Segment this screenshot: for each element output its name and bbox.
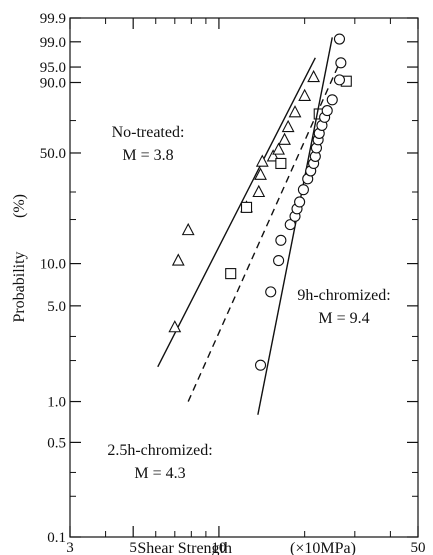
y-axis-unit: (%)	[11, 194, 28, 218]
annotation-chromized-2-5h-label: 2.5h-chromized:	[107, 442, 212, 459]
y-tick-label: 90.0	[40, 76, 66, 92]
triangle-point	[281, 119, 295, 133]
y-tick-label: 5.0	[47, 299, 66, 315]
triangle-point	[255, 154, 269, 167]
y-tick-label: 0.5	[47, 435, 66, 451]
triangle-point	[254, 167, 267, 180]
x-axis-unit: (×10MPa)	[290, 540, 356, 555]
x-tick-label: 50	[411, 540, 426, 555]
circle-point	[333, 74, 346, 86]
y-tick-label: 1.0	[47, 395, 66, 411]
triangle-point	[278, 132, 291, 145]
circle-point	[254, 359, 267, 371]
annotation-chromized-9h-modulus: M = 9.4	[318, 310, 369, 327]
circle-point	[275, 234, 287, 246]
y-tick-label: 0.1	[47, 530, 66, 546]
triangle-point	[168, 320, 182, 333]
circle-point	[326, 94, 338, 106]
y-tick-label: 95.0	[40, 60, 66, 76]
triangle-point	[181, 222, 195, 236]
annotation-chromized-2-5h-modulus: M = 4.3	[134, 465, 185, 482]
triangle-point	[307, 69, 321, 83]
y-tick-label: 99.9	[40, 11, 66, 27]
annotation-chromized-9h-label: 9h-chromized:	[297, 287, 390, 304]
annotation-no-treated-label: No-treated:	[112, 124, 185, 141]
circle-point	[321, 105, 333, 117]
triangle-point	[272, 142, 286, 155]
triangle-point	[298, 88, 312, 101]
square-point	[275, 157, 287, 170]
circle-point	[335, 57, 347, 69]
fit-line-series-0	[157, 57, 316, 368]
plot-frame	[69, 17, 419, 538]
circle-point	[297, 184, 309, 196]
y-axis-label: Probability	[11, 251, 28, 322]
triangle-point	[252, 184, 266, 198]
x-tick-label: 5	[129, 540, 137, 555]
x-axis-label: Shear Strength	[137, 540, 232, 555]
x-tick-label: 10	[211, 540, 226, 555]
triangle-point	[171, 253, 185, 266]
square-point	[240, 201, 253, 213]
y-tick-label: 50.0	[40, 146, 66, 162]
annotation-no-treated-modulus: M = 3.8	[122, 147, 173, 164]
triangle-point	[288, 105, 302, 118]
circle-point	[265, 286, 277, 298]
circle-point	[273, 255, 285, 267]
circle-point	[333, 33, 346, 45]
circle-point	[284, 219, 296, 231]
circle-point	[294, 196, 306, 208]
y-tick-label: 99.0	[40, 35, 66, 51]
x-tick-label: 3	[66, 540, 74, 555]
y-tick-label: 10.0	[40, 257, 66, 273]
square-point	[225, 268, 237, 280]
